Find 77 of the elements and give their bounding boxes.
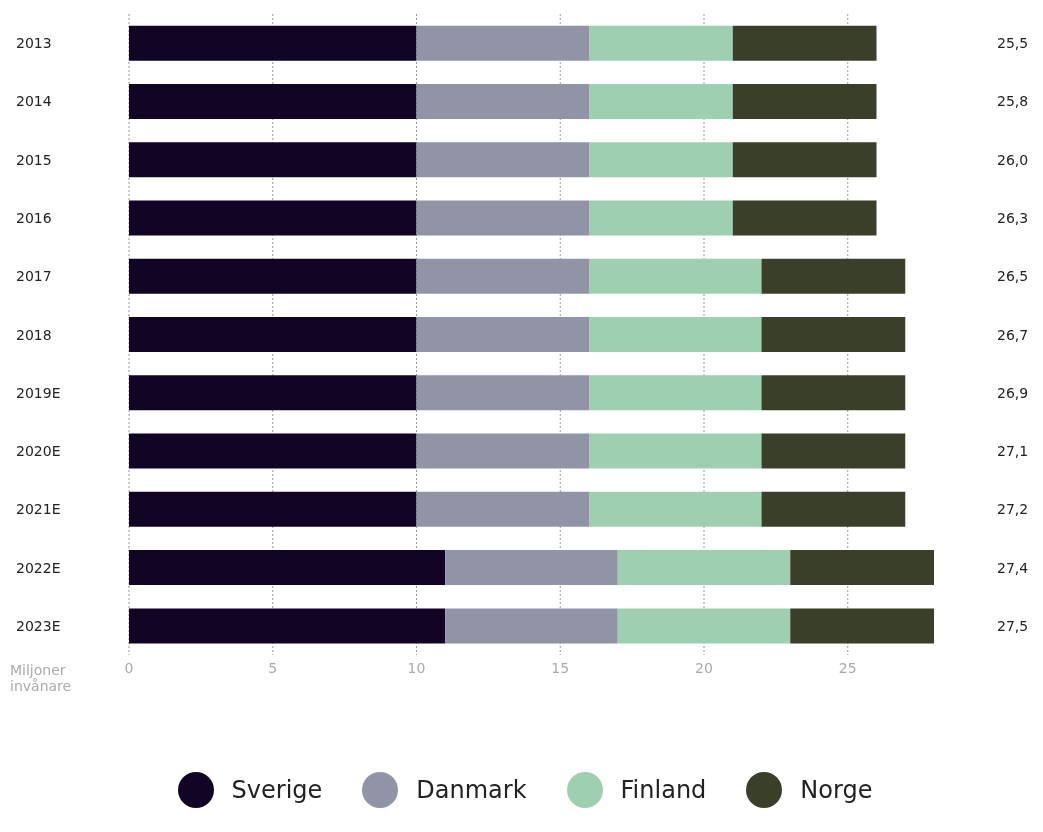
bar xyxy=(129,550,446,586)
bar xyxy=(129,83,417,119)
bar xyxy=(790,608,934,644)
y-tick-label: 2023E xyxy=(16,617,61,634)
bar xyxy=(790,550,934,586)
bar xyxy=(589,200,733,236)
bar xyxy=(761,258,906,294)
bar xyxy=(416,25,589,61)
bar xyxy=(129,317,417,353)
bar xyxy=(129,491,417,527)
text: 27,2 xyxy=(997,501,1029,518)
bar xyxy=(445,550,618,586)
bar xyxy=(589,491,762,527)
bar xyxy=(732,200,877,236)
y-tick-label: 2015 xyxy=(16,151,52,168)
y-tick-label: 2019E xyxy=(16,384,61,401)
bar xyxy=(416,317,589,353)
x-tick-label: 20 xyxy=(695,659,713,676)
bar xyxy=(129,375,417,411)
y-tick-label: 2020E xyxy=(16,443,61,460)
legend-label: Finland xyxy=(620,776,707,804)
text: 26,7 xyxy=(997,326,1029,343)
bar xyxy=(445,608,618,644)
y-tick-label: 2016 xyxy=(16,209,52,226)
bar xyxy=(416,258,589,294)
bar xyxy=(589,375,762,411)
text: 25,5 xyxy=(997,35,1029,52)
legend-label: Norge xyxy=(800,776,873,804)
bar xyxy=(617,608,791,644)
y-tick-label: 2018 xyxy=(16,326,52,343)
text: 27,5 xyxy=(997,617,1029,634)
bar xyxy=(416,375,589,411)
bar xyxy=(589,433,762,469)
text: 27,4 xyxy=(997,559,1029,576)
bar xyxy=(416,433,589,469)
bar xyxy=(761,375,906,411)
text: 26,3 xyxy=(997,209,1029,226)
text: 25,8 xyxy=(997,93,1029,110)
y-tick-label: 2022E xyxy=(16,559,61,576)
y-tick-label: 2014 xyxy=(16,93,52,110)
text: 26,9 xyxy=(997,384,1029,401)
x-tick-label: 0 xyxy=(124,659,134,676)
legend-label: Sverige xyxy=(231,776,323,804)
bar xyxy=(761,317,906,353)
bar xyxy=(416,491,589,527)
bar xyxy=(732,25,877,61)
x-tick-label: 25 xyxy=(838,659,857,676)
x-tick-label: 10 xyxy=(407,659,426,676)
x-axis-title: Miljoner invånare xyxy=(10,662,72,694)
bar xyxy=(617,550,791,586)
bar xyxy=(589,25,733,61)
text: 27,1 xyxy=(997,443,1029,460)
bar xyxy=(589,317,762,353)
text: 26,0 xyxy=(997,151,1029,168)
bar xyxy=(129,258,417,294)
bar xyxy=(732,142,877,178)
bar xyxy=(416,200,589,236)
bar xyxy=(129,200,417,236)
bar xyxy=(761,491,906,527)
x-tick-label: 15 xyxy=(551,659,570,676)
y-tick-label: 2021E xyxy=(16,501,61,518)
bar xyxy=(416,142,589,178)
bar xyxy=(761,433,906,469)
x-tick-label: 5 xyxy=(268,659,278,676)
y-tick-label: 2017 xyxy=(16,268,52,285)
bar xyxy=(129,433,417,469)
y-tick-label: 2013 xyxy=(16,35,52,52)
bar xyxy=(589,142,733,178)
legend-label: Danmark xyxy=(416,776,527,804)
bar xyxy=(129,608,446,644)
bar xyxy=(129,25,417,61)
bar xyxy=(129,142,417,178)
text: 26,5 xyxy=(997,268,1029,285)
bar xyxy=(416,83,589,119)
bar xyxy=(589,258,762,294)
bar xyxy=(589,83,733,119)
bar xyxy=(732,83,877,119)
